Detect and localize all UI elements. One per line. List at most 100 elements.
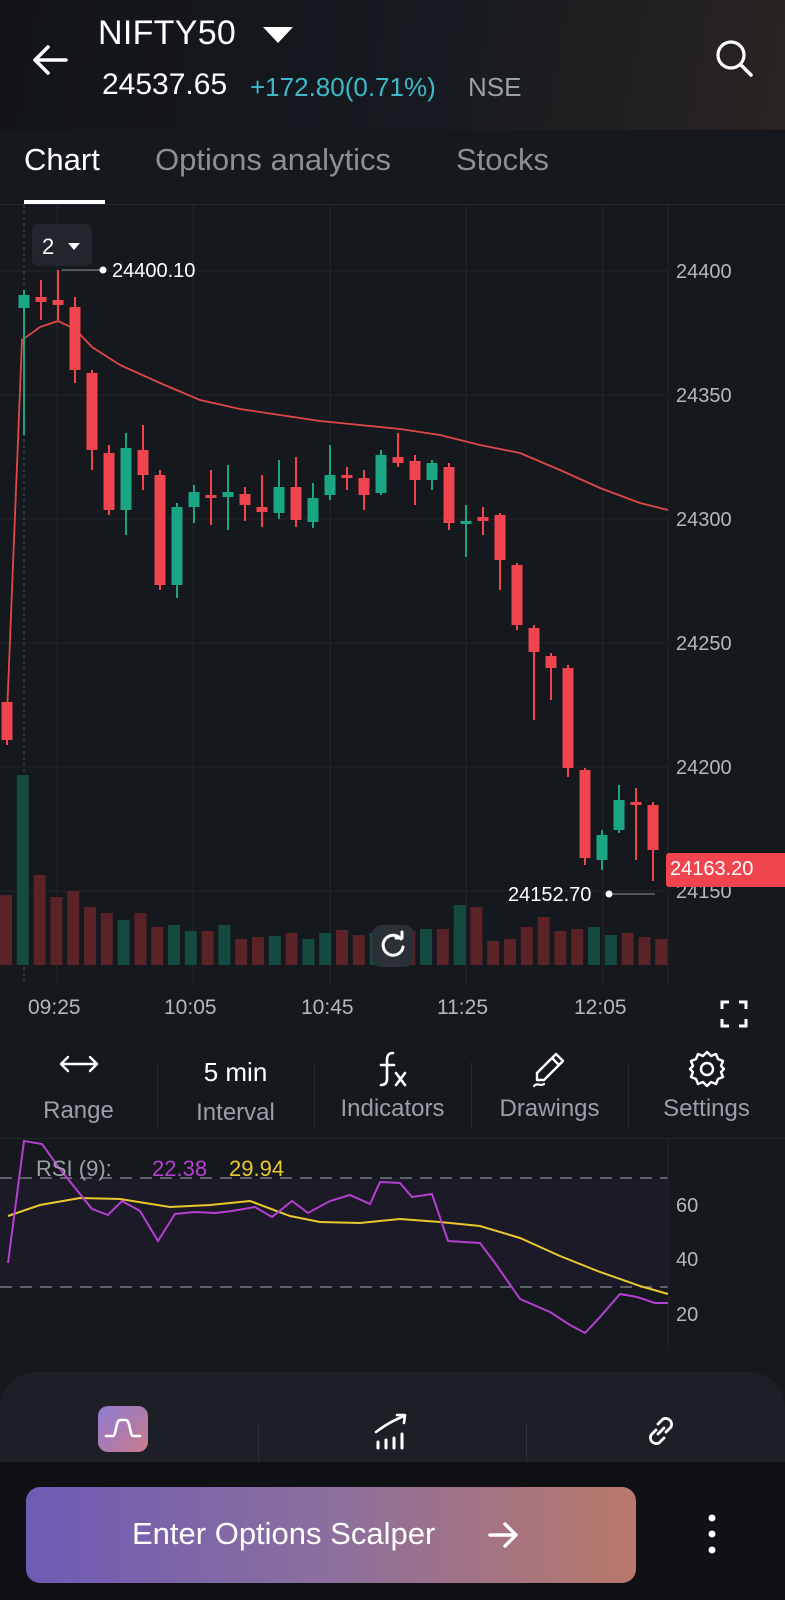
drawings-button[interactable]: Drawings: [471, 1045, 628, 1140]
candle-body: [171, 507, 183, 585]
range-arrows-icon: [59, 1055, 98, 1073]
volume-bar: [184, 931, 197, 965]
tab-stocks[interactable]: Stocks: [456, 142, 550, 177]
low-marker: 24152.70: [508, 884, 655, 906]
volume-bar: [252, 937, 264, 965]
indicators-button[interactable]: Indicators: [314, 1045, 471, 1140]
more-vertical-icon[interactable]: [700, 1510, 724, 1558]
current-price: 24537.65: [102, 68, 228, 101]
instrument-dropdown-icon[interactable]: [263, 27, 293, 43]
link-icon[interactable]: [640, 1410, 682, 1452]
candle-body: [528, 628, 540, 652]
volume-bar: [604, 935, 617, 965]
y-tick-label: 24350: [676, 385, 732, 407]
volume-bar: [453, 905, 466, 965]
candle-body: [188, 492, 200, 507]
rsi-band: [0, 1178, 668, 1287]
volume-bar: [268, 936, 281, 965]
volume-bar: [134, 913, 147, 965]
interval-value: 5 min: [203, 1057, 268, 1087]
rsi-value: 22.38: [152, 1156, 208, 1181]
settings-button[interactable]: Settings: [628, 1045, 785, 1140]
y-tick-label: 24400: [676, 261, 732, 283]
x-tick-label: 11:25: [437, 996, 488, 1019]
back-arrow-icon[interactable]: [28, 38, 72, 82]
grid: [0, 205, 669, 985]
volume-bar: [201, 931, 214, 965]
volume-bar: [117, 920, 130, 965]
low-marker-label: 24152.70: [508, 884, 591, 906]
volume-bar: [50, 897, 63, 965]
rsi-y-label: 40: [676, 1249, 698, 1271]
candles: [1, 270, 659, 881]
candle-body: [426, 463, 438, 480]
volume-bar: [16, 775, 29, 965]
candle-body: [120, 448, 132, 510]
period-selector[interactable]: [32, 224, 92, 266]
candle-body: [460, 521, 472, 524]
rsi-legend-label: RSI (9):: [36, 1156, 112, 1181]
volume-bar: [285, 933, 298, 965]
x-axis: 09:25 10:05 10:45 11:25 12:05: [28, 996, 627, 1019]
toolbar-separator: [314, 1062, 315, 1128]
volume-bar: [352, 935, 365, 965]
volume-bar: [302, 939, 315, 965]
tab-chart[interactable]: Chart: [24, 142, 100, 177]
volume-bar: [67, 891, 80, 965]
fx-icon: [379, 1051, 406, 1087]
fullscreen-icon[interactable]: [720, 1000, 748, 1028]
rsi-line: [7, 1139, 668, 1335]
volume-bar: [571, 929, 584, 965]
candle-body: [596, 835, 608, 860]
interval-button[interactable]: 5 min Interval: [157, 1045, 314, 1140]
y-tick-label: 24300: [676, 509, 732, 531]
volume-bar: [235, 939, 248, 965]
strategy-button[interactable]: [98, 1406, 148, 1452]
high-marker: 24400.10: [62, 260, 195, 282]
candle-body: [307, 498, 319, 522]
volume-bar: [319, 933, 332, 965]
x-tick-label: 09:25: [28, 996, 81, 1019]
chart-growth-icon[interactable]: [370, 1408, 414, 1452]
bottom-separator: [258, 1424, 259, 1464]
gear-icon: [688, 1050, 725, 1088]
candle-body: [647, 805, 659, 850]
search-icon[interactable]: [712, 36, 756, 80]
enter-options-scalper-button[interactable]: [26, 1487, 636, 1583]
candle-body: [409, 461, 421, 480]
volume-bar: [218, 925, 231, 965]
period-caret-icon: [68, 243, 80, 250]
tab-options-analytics[interactable]: Options analytics: [155, 142, 392, 177]
volume-bar: [537, 917, 550, 965]
candle-body: [375, 455, 387, 493]
candle-body: [358, 478, 370, 495]
refresh-button[interactable]: [372, 925, 414, 967]
candle-body: [18, 295, 30, 308]
toolbar-divider: [0, 1138, 785, 1139]
volume-bar: [621, 933, 634, 965]
x-tick-label: 10:45: [301, 996, 354, 1019]
volume-bar: [100, 913, 113, 965]
settings-label: Settings: [663, 1095, 750, 1122]
arrow-right-icon: [488, 1522, 518, 1548]
candle-body: [256, 507, 268, 512]
instrument-title[interactable]: NIFTY50: [98, 14, 237, 52]
candle-body: [35, 297, 47, 302]
volume-bar: [470, 907, 483, 965]
price-change: +172.80(0.71%): [250, 72, 436, 102]
strategy-icon: [104, 1418, 142, 1438]
candlestick-chart[interactable]: 24400 24350 24300 24250 24200 24150 09:2…: [0, 205, 785, 1020]
candle-body: [103, 453, 115, 510]
candle-body: [562, 668, 574, 768]
candle-body: [443, 467, 455, 523]
candle-body: [52, 300, 64, 305]
last-price-badge: [666, 853, 785, 887]
range-button[interactable]: Range: [0, 1045, 157, 1140]
pencil-icon: [532, 1052, 564, 1088]
candle-body: [630, 802, 642, 805]
period-value: 2: [42, 234, 55, 259]
volume-bar: [84, 907, 96, 965]
candle-body: [290, 487, 302, 520]
rsi-chart[interactable]: 60 40 20: [0, 1139, 785, 1351]
candle-body: [205, 495, 217, 498]
